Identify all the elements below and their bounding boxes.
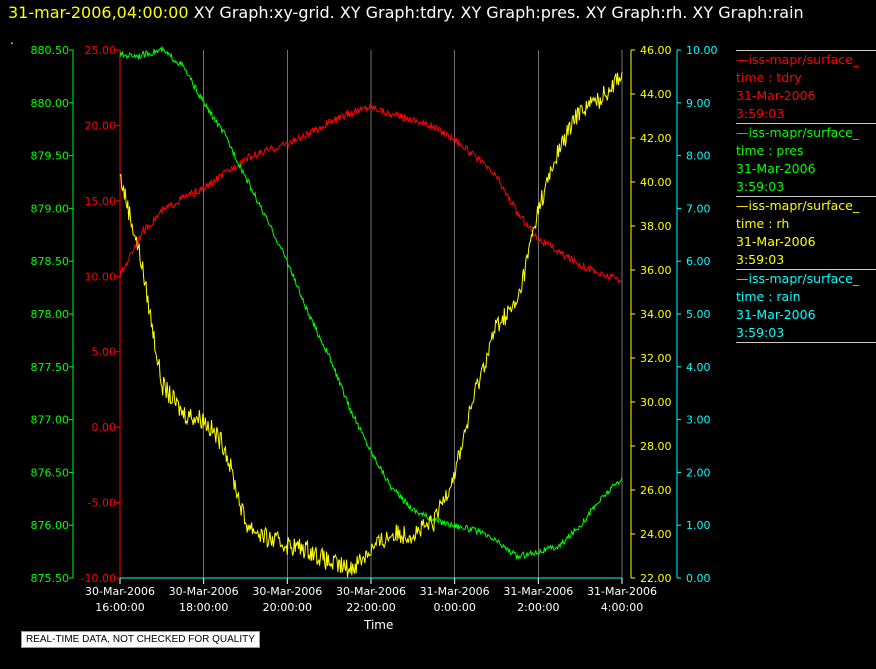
rain-tick-label: 0.00 xyxy=(686,572,711,585)
rain-tick-label: 7.00 xyxy=(686,202,711,215)
legend-kind: time : tdry xyxy=(736,70,802,85)
x-tick-label: 2:00:00 xyxy=(517,601,559,614)
rh-tick-label: 22.00 xyxy=(640,572,672,585)
pres-tick-label: 876.00 xyxy=(31,519,70,532)
pres-tick-label: 877.50 xyxy=(31,361,70,374)
tdry-tick-label: 20.00 xyxy=(85,119,117,132)
legend-time: 3:59:03 xyxy=(736,106,785,121)
x-tick-label: 31-Mar-2006 xyxy=(587,585,657,598)
x-tick-label: 31-Mar-2006 xyxy=(420,585,490,598)
rain-tick-label: 10.00 xyxy=(686,44,718,57)
legend-line: —iss-mapr/surface_ xyxy=(736,125,860,140)
rain-tick-label: 6.00 xyxy=(686,255,711,268)
pres-tick-label: 879.50 xyxy=(31,150,70,163)
rain-tick-label: 9.00 xyxy=(686,97,711,110)
legend-entry-tdry[interactable]: —iss-mapr/surface_ time : tdry 31-Mar-20… xyxy=(736,50,876,123)
grid-lines xyxy=(119,50,623,578)
rh-tick-label: 32.00 xyxy=(640,352,672,365)
pres-tick-label: 878.00 xyxy=(31,308,70,321)
rh-tick-label: 38.00 xyxy=(640,220,672,233)
legend: —iss-mapr/surface_ time : tdry 31-Mar-20… xyxy=(736,50,876,343)
graph-header: 31-mar-2006,04:00:00 XY Graph:xy-grid. X… xyxy=(8,3,804,22)
rh-tick-label: 28.00 xyxy=(640,440,672,453)
rh-tick-label: 30.00 xyxy=(640,396,672,409)
rh-tick-label: 34.00 xyxy=(640,308,672,321)
legend-date: 31-Mar-2006 xyxy=(736,161,816,176)
legend-entry-pres[interactable]: —iss-mapr/surface_ time : pres 31-Mar-20… xyxy=(736,123,876,196)
x-tick-label: 30-Mar-2006 xyxy=(252,585,322,598)
x-axis-title: Time xyxy=(364,618,394,632)
legend-entry-rain[interactable]: —iss-mapr/surface_ time : rain 31-Mar-20… xyxy=(736,269,876,342)
tdry-tick-label: 25.00 xyxy=(85,44,117,57)
legend-time: 3:59:03 xyxy=(736,179,785,194)
legend-date: 31-Mar-2006 xyxy=(736,88,816,103)
tdry-tick-label: 10.00 xyxy=(85,270,117,283)
series-tdry xyxy=(119,103,623,284)
legend-time: 3:59:03 xyxy=(736,252,785,267)
quality-notice: REAL-TIME DATA, NOT CHECKED FOR QUALITY xyxy=(21,631,260,648)
rh-tick-label: 44.00 xyxy=(640,88,672,101)
tdry-tick-label: 0.00 xyxy=(92,421,117,434)
legend-date: 31-Mar-2006 xyxy=(736,307,816,322)
rh-tick-label: 40.00 xyxy=(640,176,672,189)
rain-tick-label: 3.00 xyxy=(686,414,711,427)
x-tick-label: 30-Mar-2006 xyxy=(336,585,406,598)
header-timestamp: 31-mar-2006,04:00:00 xyxy=(8,3,189,22)
x-tick-label: 18:00:00 xyxy=(179,601,228,614)
header-dot: . xyxy=(10,33,14,47)
series-pres xyxy=(119,45,623,560)
legend-line: —iss-mapr/surface_ xyxy=(736,52,860,67)
x-tick-label: 30-Mar-2006 xyxy=(85,585,155,598)
legend-entry-rh[interactable]: —iss-mapr/surface_ time : rh 31-Mar-2006… xyxy=(736,196,876,269)
tdry-tick-label: 5.00 xyxy=(92,346,117,359)
rain-tick-label: 4.00 xyxy=(686,361,711,374)
rain-tick-label: 2.00 xyxy=(686,466,711,479)
x-tick-label: 20:00:00 xyxy=(263,601,312,614)
series-rh xyxy=(119,71,623,578)
rain-tick-label: 8.00 xyxy=(686,150,711,163)
tdry-tick-label: -10.00 xyxy=(81,572,116,585)
rh-tick-label: 36.00 xyxy=(640,264,672,277)
pres-tick-label: 878.50 xyxy=(31,255,70,268)
tdry-tick-label: -5.00 xyxy=(88,497,116,510)
rain-tick-label: 1.00 xyxy=(686,519,711,532)
legend-kind: time : rh xyxy=(736,216,790,231)
x-tick-label: 16:00:00 xyxy=(95,601,144,614)
legend-date: 31-Mar-2006 xyxy=(736,234,816,249)
rh-tick-label: 24.00 xyxy=(640,528,672,541)
legend-time: 3:59:03 xyxy=(736,325,785,340)
legend-line: —iss-mapr/surface_ xyxy=(736,271,860,286)
pres-tick-label: 875.50 xyxy=(31,572,70,585)
pres-tick-label: 879.00 xyxy=(31,202,70,215)
legend-line: —iss-mapr/surface_ xyxy=(736,198,860,213)
rh-tick-label: 42.00 xyxy=(640,132,672,145)
pres-tick-label: 877.00 xyxy=(31,414,70,427)
x-tick-label: 4:00:00 xyxy=(601,601,643,614)
x-tick-label: 31-Mar-2006 xyxy=(503,585,573,598)
x-tick-label: 22:00:00 xyxy=(346,601,395,614)
legend-kind: time : rain xyxy=(736,289,801,304)
x-tick-label: 0:00:00 xyxy=(433,601,475,614)
header-graph-list: XY Graph:xy-grid. XY Graph:tdry. XY Grap… xyxy=(188,3,804,22)
chart-axes: 30-Mar-2006 16:00:00 30-Mar-2006 18:00:00 30… xyxy=(31,44,718,614)
pres-tick-label: 880.50 xyxy=(31,44,70,57)
rh-tick-label: 46.00 xyxy=(640,44,672,57)
pres-tick-label: 876.50 xyxy=(31,466,70,479)
pres-tick-label: 880.00 xyxy=(31,97,70,110)
legend-divider xyxy=(736,342,876,343)
x-tick-label: 30-Mar-2006 xyxy=(169,585,239,598)
rh-tick-label: 26.00 xyxy=(640,484,672,497)
tdry-tick-label: 15.00 xyxy=(85,195,117,208)
rain-tick-label: 5.00 xyxy=(686,308,711,321)
data-series xyxy=(119,45,623,579)
legend-kind: time : pres xyxy=(736,143,804,158)
